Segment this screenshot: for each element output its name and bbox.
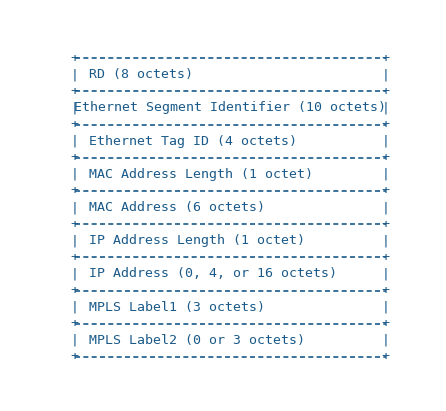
Text: +: + [382,151,390,164]
Text: +: + [382,118,390,131]
Text: +: + [382,351,390,363]
Text: |: | [382,334,390,347]
Text: |: | [71,300,79,314]
Text: |: | [382,268,390,280]
Text: +: + [71,185,79,197]
Text: |: | [71,234,79,247]
Text: +: + [382,317,390,330]
Text: RD (8 octets): RD (8 octets) [89,68,193,81]
Text: Ethernet Tag ID (4 octets): Ethernet Tag ID (4 octets) [89,135,297,148]
Text: |: | [382,168,390,181]
Text: |: | [71,68,79,81]
Text: +: + [71,251,79,264]
Text: MPLS Label1 (3 octets): MPLS Label1 (3 octets) [89,300,264,314]
Text: MAC Address (6 octets): MAC Address (6 octets) [89,201,264,214]
Text: +: + [382,185,390,197]
Text: |: | [71,135,79,148]
Text: +: + [71,85,79,98]
Text: |: | [382,102,390,115]
Text: +: + [71,218,79,231]
Text: MPLS Label2 (0 or 3 octets): MPLS Label2 (0 or 3 octets) [89,334,305,347]
Text: +: + [382,218,390,231]
Text: |: | [382,135,390,148]
Text: |: | [71,168,79,181]
Text: +: + [71,317,79,330]
Text: |: | [382,201,390,214]
Text: +: + [382,251,390,264]
Text: +: + [382,284,390,297]
Text: IP Address (0, 4, or 16 octets): IP Address (0, 4, or 16 octets) [89,268,337,280]
Text: MAC Address Length (1 octet): MAC Address Length (1 octet) [89,168,313,181]
Text: |: | [71,268,79,280]
Text: |: | [382,234,390,247]
Text: |: | [382,68,390,81]
Text: Ethernet Segment Identifier (10 octets): Ethernet Segment Identifier (10 octets) [74,102,386,115]
Text: +: + [71,351,79,363]
Text: |: | [71,334,79,347]
Text: IP Address Length (1 octet): IP Address Length (1 octet) [89,234,305,247]
Text: |: | [382,300,390,314]
Text: +: + [71,118,79,131]
Text: |: | [71,201,79,214]
Text: +: + [71,151,79,164]
Text: +: + [71,284,79,297]
Text: +: + [382,85,390,98]
Text: +: + [71,52,79,65]
Text: +: + [382,52,390,65]
Text: |: | [71,102,79,115]
